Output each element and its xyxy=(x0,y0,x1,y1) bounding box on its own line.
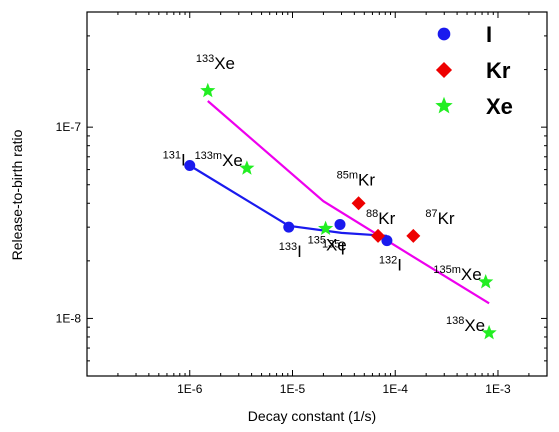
isotope-mass: 133 xyxy=(196,53,214,65)
isotope-element: Xe xyxy=(214,54,235,73)
isotope-label: 88Kr xyxy=(366,208,396,228)
fit-line-i xyxy=(189,164,387,237)
isotope-mass: 135 xyxy=(308,235,326,247)
isotope-mass: 87 xyxy=(425,208,437,220)
data-point-xe xyxy=(478,274,494,289)
data-point-i xyxy=(334,218,346,230)
isotope-element: Kr xyxy=(378,209,395,228)
plot-area: 1E-6 1E-5 1E-4 1E-3 1E-8 1E-7 xyxy=(56,11,548,396)
isotope-label: 135I xyxy=(322,238,345,258)
x-axis-title: Decay constant (1/s) xyxy=(248,408,376,424)
isotope-label: 138Xe xyxy=(446,315,485,335)
legend-label-xe: Xe xyxy=(486,94,513,119)
x-tick-label: 1E-6 xyxy=(177,382,203,396)
isotope-element: Xe xyxy=(464,316,485,335)
data-point-xe xyxy=(481,324,497,340)
y-axis-title: Release-to-birth ratio xyxy=(9,129,25,260)
data-point-i xyxy=(283,221,295,233)
y-tick-label: 1E-8 xyxy=(56,311,82,325)
isotope-element: I xyxy=(297,242,302,261)
isotope-mass: 132 xyxy=(379,255,397,267)
isotope-element: Kr xyxy=(358,170,375,189)
isotope-label: 131I xyxy=(163,150,186,170)
isotope-mass: 133 xyxy=(279,241,297,253)
isotope-label: 133Xe xyxy=(196,53,235,73)
isotope-element: Xe xyxy=(222,151,243,170)
isotope-label: 135mXe xyxy=(433,264,481,284)
x-tick-label: 1E-5 xyxy=(280,382,306,396)
isotope-element: I xyxy=(340,239,345,258)
data-point-i xyxy=(184,160,196,172)
legend-marker-xe xyxy=(435,96,453,114)
data-point-kr xyxy=(406,228,421,243)
data-point-xe xyxy=(239,160,255,175)
isotope-mass: 138 xyxy=(446,315,464,327)
data-point-xe xyxy=(200,82,216,98)
x-tick-label: 1E-4 xyxy=(383,382,409,396)
isotope-label: 133I xyxy=(279,241,302,261)
legend-label-i: I xyxy=(486,22,492,47)
isotope-mass: 88 xyxy=(366,208,378,220)
data-point-xe xyxy=(318,220,334,235)
isotope-label: 132I xyxy=(379,255,402,275)
isotope-mass: 135 xyxy=(322,238,340,250)
legend-label-kr: Kr xyxy=(486,58,511,83)
isotope-mass: 85m xyxy=(337,169,358,181)
isotope-mass: 131 xyxy=(163,150,181,162)
plot-frame xyxy=(86,11,548,377)
isotope-element: Xe xyxy=(461,265,482,284)
isotope-mass: 133m xyxy=(195,150,223,162)
fit-line-xe xyxy=(207,100,490,305)
isotope-label: 85mKr xyxy=(337,169,376,189)
legend: I Kr Xe xyxy=(435,22,513,119)
isotope-label: 133mXe xyxy=(195,150,243,170)
isotope-element: I xyxy=(397,256,402,275)
data-point-kr xyxy=(351,196,366,211)
y-tick-label: 1E-7 xyxy=(56,120,82,134)
isotope-element: Kr xyxy=(438,209,455,228)
isotope-element: I xyxy=(181,151,186,170)
legend-marker-kr xyxy=(435,61,453,79)
isotope-label: 135Xe xyxy=(308,235,347,255)
data-point-kr xyxy=(371,228,386,243)
isotope-mass: 135m xyxy=(433,264,461,276)
legend-marker-i xyxy=(437,27,451,41)
isotope-label: 87Kr xyxy=(425,208,455,228)
isotope-element: Xe xyxy=(326,236,347,255)
data-point-i xyxy=(381,235,393,247)
x-tick-label: 1E-3 xyxy=(485,382,511,396)
